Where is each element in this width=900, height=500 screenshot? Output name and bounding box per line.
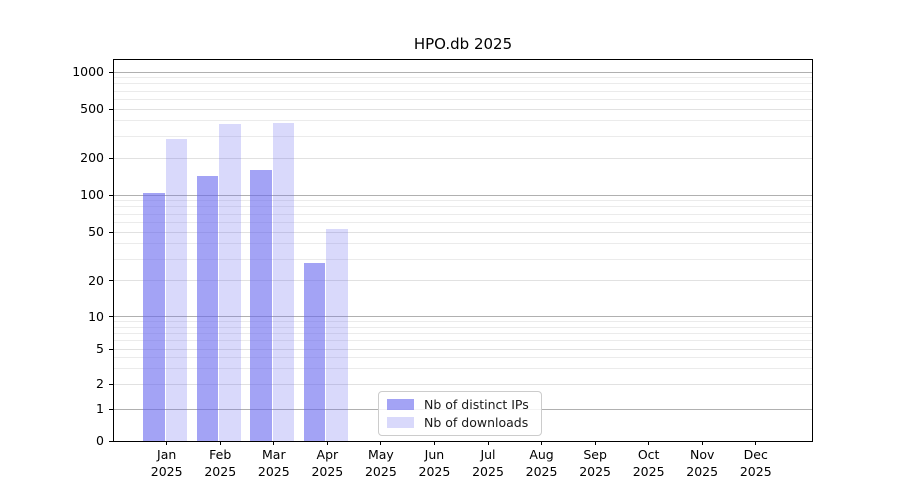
gridline-y-100 xyxy=(114,194,812,196)
gridline-y-700 xyxy=(114,90,812,92)
x-tick-mark-feb xyxy=(219,441,221,445)
y-tick-label-1000: 1000 xyxy=(72,64,104,79)
legend-swatch-distinct-ips xyxy=(387,399,414,410)
legend-item-downloads: Nb of downloads xyxy=(387,415,533,430)
y-tick-label-50: 50 xyxy=(88,224,104,239)
x-tick-label-jan: Jan 2025 xyxy=(150,447,183,479)
x-tick-mark-jul xyxy=(487,441,489,445)
bar-downloads-jan xyxy=(165,139,188,441)
gridline-y-600 xyxy=(114,98,812,100)
x-tick-label-feb: Feb 2025 xyxy=(204,447,237,479)
x-tick-mark-may xyxy=(380,441,382,445)
legend-label-distinct-ips: Nb of distinct IPs xyxy=(424,397,529,412)
y-tick-mark-2 xyxy=(109,383,114,385)
gridline-y-8 xyxy=(114,326,812,328)
x-tick-label-sep: Sep 2025 xyxy=(579,447,611,479)
y-tick-mark-20 xyxy=(109,280,114,282)
y-tick-label-10: 10 xyxy=(88,308,104,324)
gridline-y-50 xyxy=(114,231,812,233)
plot-area: 0 1 2 5 10 20 50 100 200 500 1000 Jan 2025 Feb 2025 M… xyxy=(72,59,813,479)
legend-item-distinct-ips: Nb of distinct IPs xyxy=(387,397,533,412)
bar-ips-apr xyxy=(303,262,326,441)
bar-downloads-apr xyxy=(326,228,348,441)
x-tick-mark-sep xyxy=(594,441,596,445)
y-tick-label-500: 500 xyxy=(80,101,104,116)
gridline-y-90 xyxy=(114,200,812,202)
bar-ips-feb xyxy=(196,175,219,441)
gridline-y-9 xyxy=(114,321,812,323)
y-tick-mark-10 xyxy=(109,316,114,318)
y-tick-label-20: 20 xyxy=(88,272,104,288)
gridline-y-500 xyxy=(114,108,812,110)
y-tick-mark-0 xyxy=(109,440,114,442)
gridline-y-20 xyxy=(114,280,812,282)
axis-spine-right xyxy=(812,59,813,442)
y-tick-label-0: 0 xyxy=(96,433,104,448)
gridline-y-60 xyxy=(114,221,812,223)
gridline-y-400 xyxy=(114,120,812,122)
y-tick-label-1: 1 xyxy=(96,401,104,416)
x-tick-label-dec: Dec 2025 xyxy=(739,447,772,479)
y-tick-mark-1000 xyxy=(109,71,114,73)
gridline-y-5 xyxy=(114,348,812,350)
y-tick-label-2: 2 xyxy=(96,376,104,391)
legend-swatch-downloads xyxy=(387,417,414,428)
gridline-y-3 xyxy=(114,368,812,369)
gridline-y-6 xyxy=(114,340,812,341)
x-tick-mark-oct xyxy=(648,441,650,445)
gridline-y-4 xyxy=(114,357,812,359)
x-tick-label-jun: Jun 2025 xyxy=(418,447,451,479)
x-tick-label-apr: Apr 2025 xyxy=(311,447,344,479)
bar-downloads-feb xyxy=(219,123,241,441)
x-tick-label-aug: Aug 2025 xyxy=(525,447,558,479)
y-tick-label-5: 5 xyxy=(96,341,104,356)
gridline-y-70 xyxy=(114,213,812,215)
gridline-y-40 xyxy=(114,243,812,245)
gridline-y-800 xyxy=(114,83,812,85)
bar-ips-mar xyxy=(250,169,272,441)
gridline-y-300 xyxy=(114,135,812,137)
y-tick-label-100: 100 xyxy=(80,187,104,202)
y-tick-mark-50 xyxy=(109,231,114,233)
gridline-y-1000 xyxy=(114,71,812,73)
chart-title: HPO.db 2025 xyxy=(413,35,513,53)
y-tick-mark-200 xyxy=(109,157,114,159)
x-tick-label-nov: Nov 2025 xyxy=(686,447,719,479)
gridline-y-2 xyxy=(114,383,812,385)
x-tick-mark-nov xyxy=(701,441,703,445)
bar-ips-jan xyxy=(143,193,165,441)
y-tick-mark-1 xyxy=(109,408,114,410)
gridline-y-80 xyxy=(114,206,812,208)
y-tick-mark-500 xyxy=(109,108,114,110)
x-tick-label-oct: Oct 2025 xyxy=(632,447,665,479)
x-tick-mark-dec xyxy=(755,441,757,445)
gridline-y-7 xyxy=(114,332,812,334)
axis-spine-left xyxy=(113,59,114,442)
legend-label-downloads: Nb of downloads xyxy=(424,415,529,430)
x-tick-label-mar: Mar 2025 xyxy=(257,447,290,479)
bar-downloads-mar xyxy=(272,122,295,441)
gridline-y-30 xyxy=(114,258,812,260)
x-tick-mark-apr xyxy=(326,441,328,445)
x-tick-mark-aug xyxy=(541,441,543,445)
gridline-y-10 xyxy=(114,316,812,318)
x-tick-mark-jun xyxy=(433,441,435,445)
y-tick-label-200: 200 xyxy=(80,150,104,165)
x-tick-label-may: May 2025 xyxy=(364,447,397,479)
x-tick-mark-jan xyxy=(166,441,168,445)
x-tick-mark-mar xyxy=(273,441,275,445)
y-tick-mark-100 xyxy=(109,194,114,196)
axis-spine-top xyxy=(113,59,813,60)
y-tick-mark-5 xyxy=(109,348,114,350)
gridline-y-900 xyxy=(114,77,812,79)
gridline-y-200 xyxy=(114,157,812,159)
x-tick-label-jul: Jul 2025 xyxy=(472,447,504,479)
axis-spine-bottom xyxy=(113,441,813,442)
legend-box: Nb of distinct IPs Nb of downloads xyxy=(378,391,542,436)
